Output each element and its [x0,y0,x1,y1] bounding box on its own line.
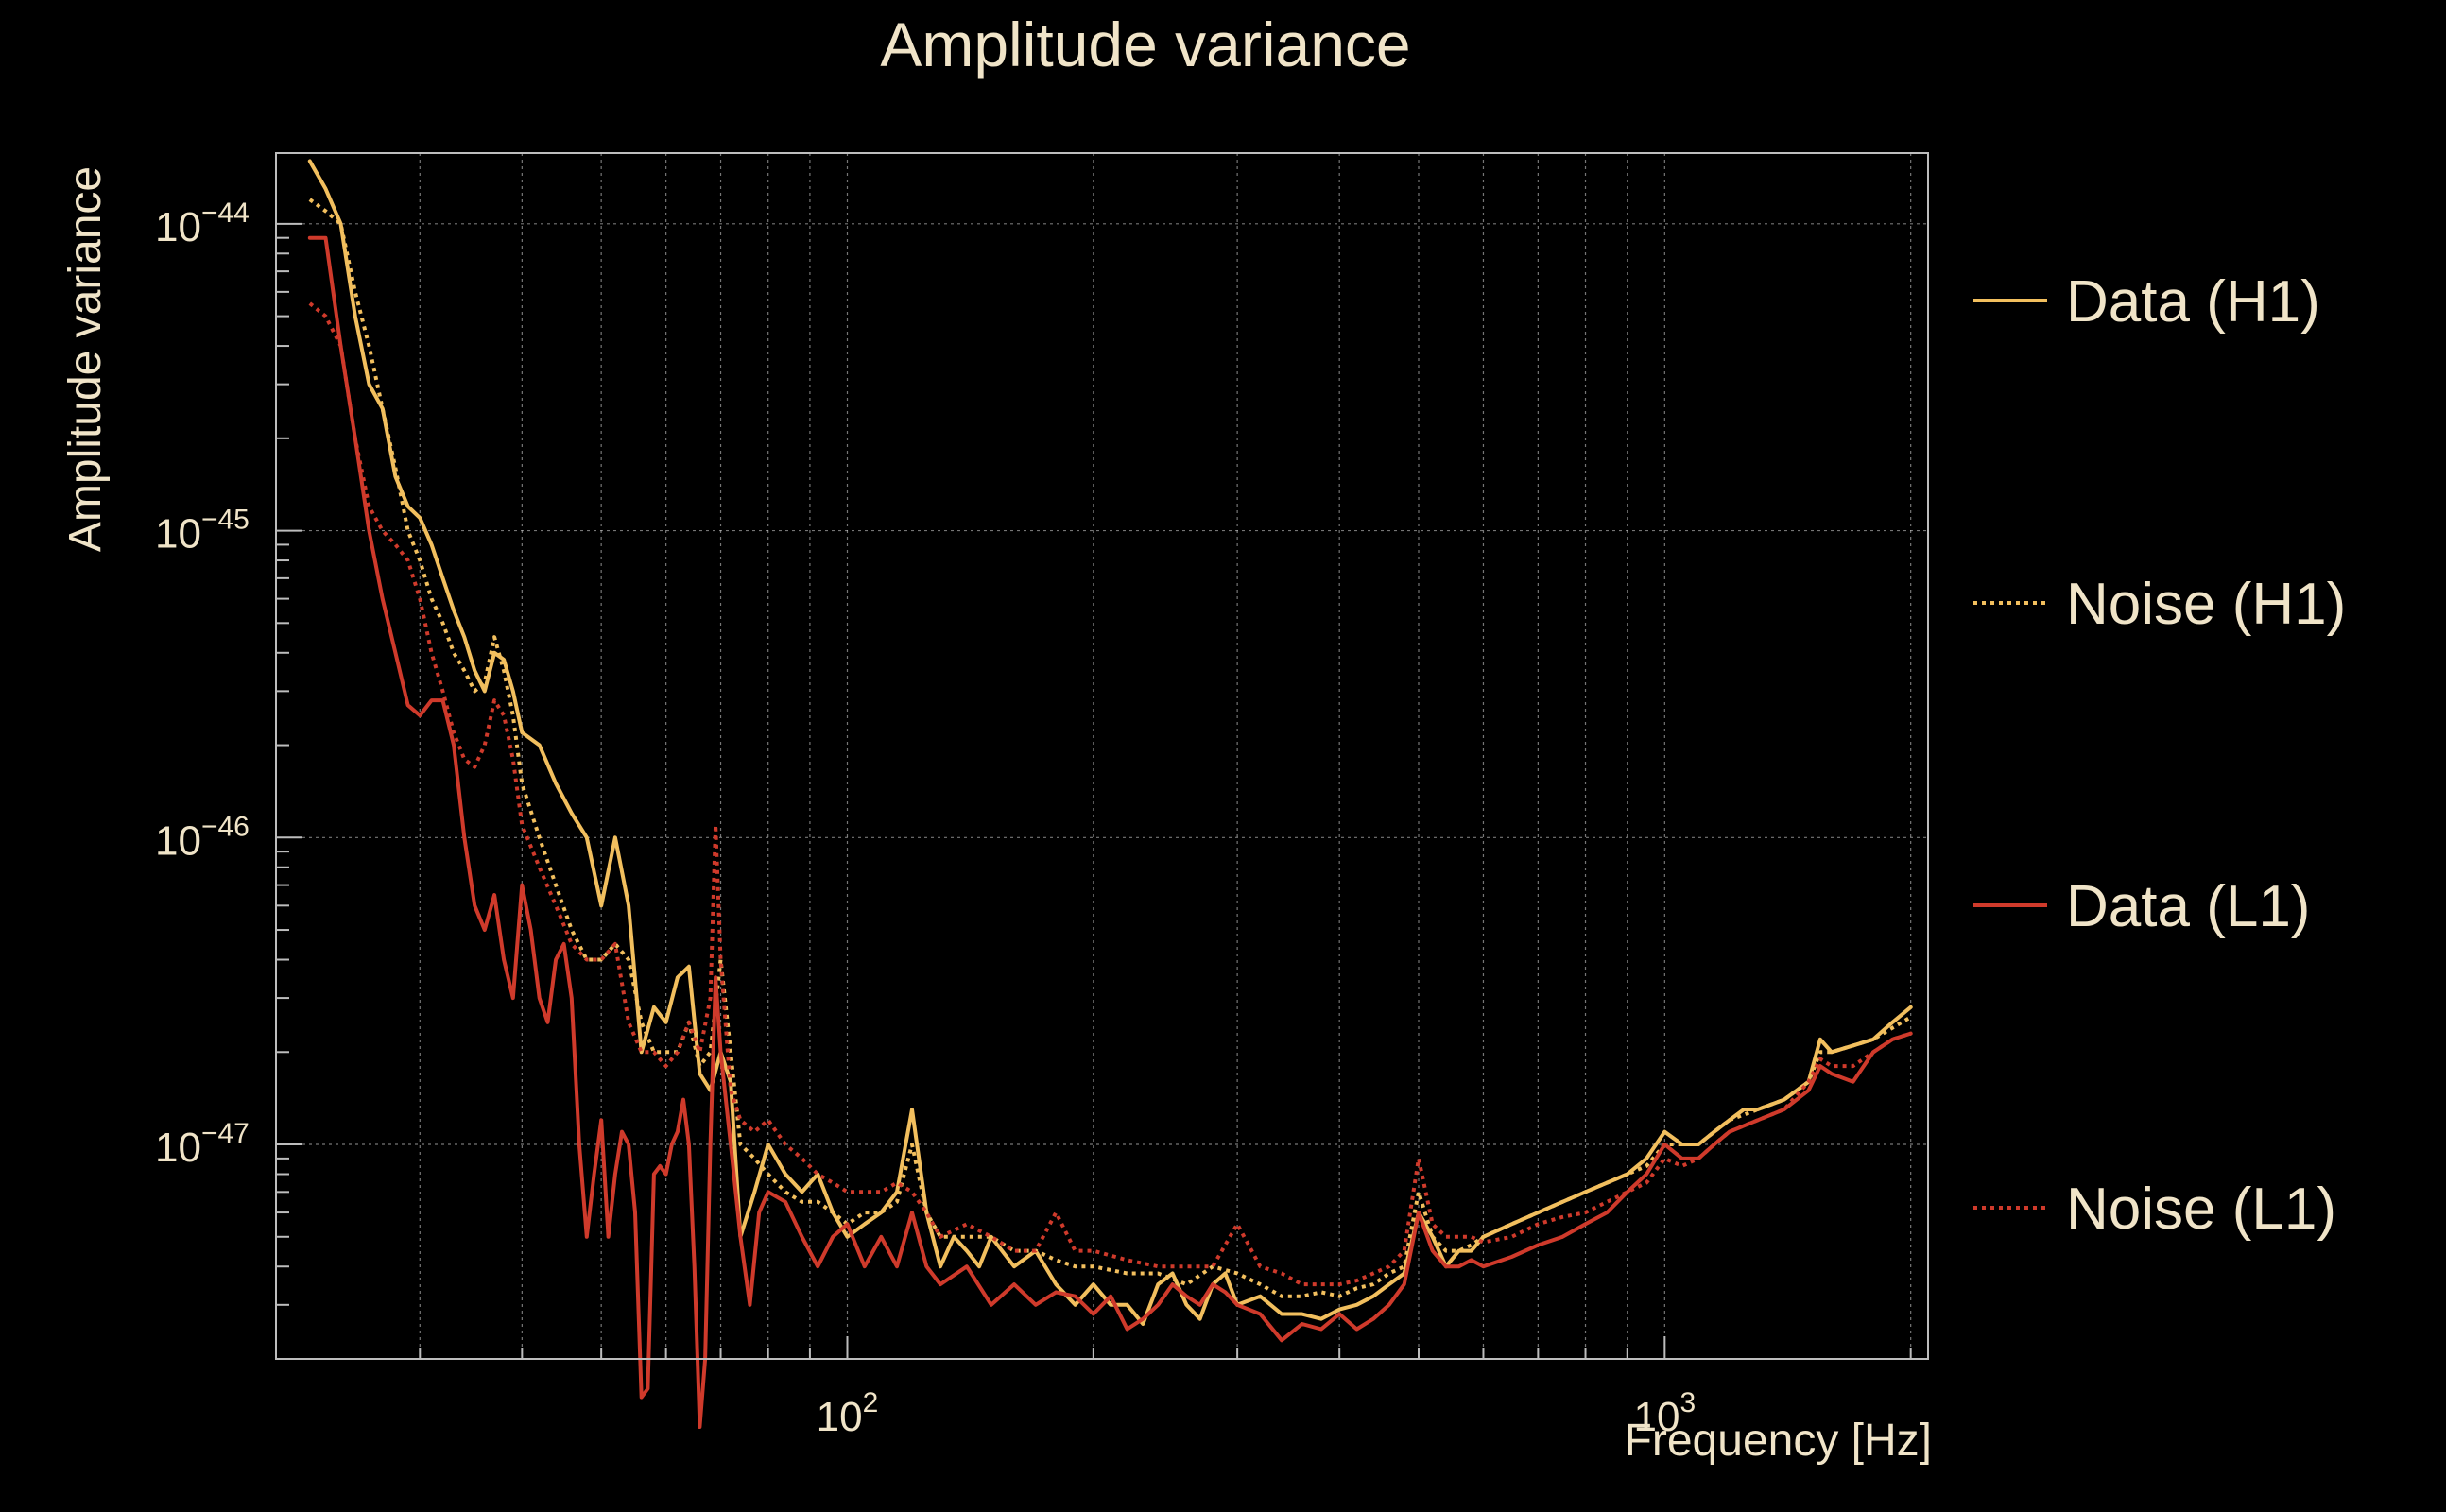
x-tick-label: 102 [817,1387,879,1440]
y-tick-label: 10−45 [155,505,250,558]
plot-frame [275,152,1929,1360]
legend-label-noise-h1: Noise (H1) [2066,572,2346,637]
x-tick-label: 103 [1634,1387,1697,1440]
y-axis-label: Amplitude variance [60,166,111,552]
y-tick-label: 10−44 [155,198,250,250]
series-lines [307,159,1913,1429]
x-axis-label: Frequency [Hz] [1625,1416,1932,1466]
legend-label-noise-l1: Noise (L1) [2066,1177,2336,1242]
series-line-noise-h1 [308,198,1912,1298]
series-line-noise-l1 [308,301,1912,1287]
grid-lines [275,153,1928,1359]
y-tick-label: 10−47 [155,1118,250,1171]
legend-label-data-l1: Data (L1) [2066,874,2310,939]
y-tick-label: 10−46 [155,811,250,864]
legend: Data (H1) Noise (H1) Data (L1) Noise (L1) [1973,269,2346,1242]
series-line-data-l1 [307,235,1913,1429]
tick-labels: 102 103 10−44 10−45 10−46 10−47 [155,198,1696,1440]
axis-ticks [275,222,1912,1360]
chart-title: Amplitude variance [880,9,1410,79]
legend-label-data-h1: Data (H1) [2066,269,2320,335]
